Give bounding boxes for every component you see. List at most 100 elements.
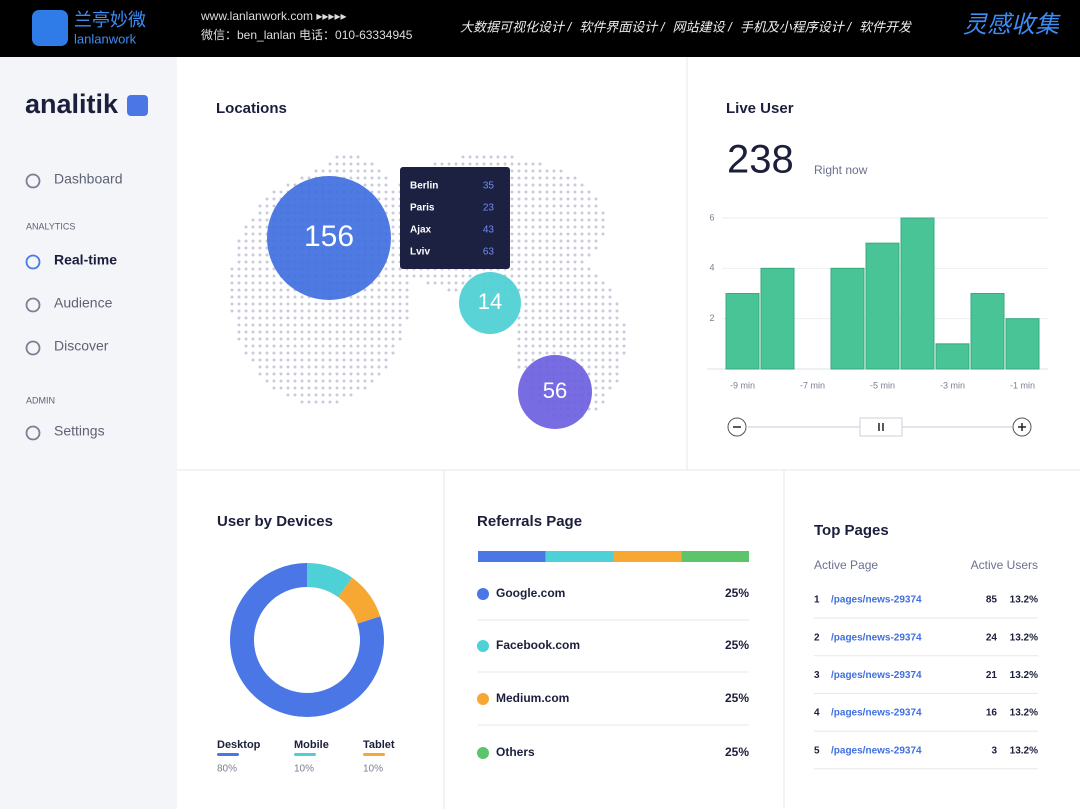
map-dot [258, 330, 262, 334]
map-dot [391, 295, 395, 299]
map-dot [265, 253, 269, 257]
map-dot [265, 372, 269, 376]
map-dot [587, 344, 591, 348]
pause-button[interactable] [859, 417, 903, 437]
map-dot [601, 232, 605, 236]
sidebar [0, 57, 177, 809]
map-dot [587, 288, 591, 292]
nav-item[interactable]: Discover [54, 338, 109, 354]
map-dot [552, 204, 556, 208]
tooltip-value: 43 [483, 225, 495, 236]
legend-label: Mobile [294, 739, 329, 751]
map-dot [391, 260, 395, 264]
map-dot [524, 232, 528, 236]
map-dot [279, 372, 283, 376]
map-dot [244, 281, 248, 285]
map-dot [566, 288, 570, 292]
nav-item[interactable]: Settings [54, 423, 105, 439]
map-dot [293, 330, 297, 334]
map-dot [496, 162, 500, 166]
map-dot [342, 344, 346, 348]
map-dot [559, 183, 563, 187]
map-dot [391, 281, 395, 285]
map-dot [510, 260, 514, 264]
map-dot [580, 204, 584, 208]
map-dot [258, 288, 262, 292]
page-link[interactable]: /pages/news-29374 [831, 708, 922, 719]
map-dot [587, 239, 591, 243]
card-title: Live User [726, 100, 794, 117]
map-dot [538, 253, 542, 257]
map-dot [559, 176, 563, 180]
nav-item[interactable]: Real-time [54, 252, 117, 268]
map-dot [286, 302, 290, 306]
map-dot [251, 358, 255, 362]
map-dot [363, 302, 367, 306]
map-dot [538, 197, 542, 201]
bar [760, 267, 795, 370]
map-dot [587, 204, 591, 208]
nav-item[interactable]: Dashboard [54, 171, 123, 187]
map-dot [608, 288, 612, 292]
map-dot [307, 351, 311, 355]
user-share: 13.2% [1010, 708, 1038, 719]
map-dot [587, 365, 591, 369]
map-dot [524, 351, 528, 355]
map-dot [545, 267, 549, 271]
map-dot [524, 190, 528, 194]
map-dot [510, 197, 514, 201]
map-dot [321, 302, 325, 306]
map-dot [587, 337, 591, 341]
map-dot [524, 274, 528, 278]
map-dot [286, 295, 290, 299]
map-dot [566, 260, 570, 264]
map-dot [559, 260, 563, 264]
page-link[interactable]: /pages/news-29374 [831, 745, 922, 756]
map-dot [538, 204, 542, 208]
map-dot [545, 225, 549, 229]
page-link[interactable]: /pages/news-29374 [831, 632, 922, 643]
legend-swatch [363, 753, 385, 756]
map-dot [279, 337, 283, 341]
map-dot [363, 323, 367, 327]
map-dot [573, 330, 577, 334]
map-dot [377, 197, 381, 201]
map-dot [580, 337, 584, 341]
map-dot [293, 351, 297, 355]
map-dot [524, 309, 528, 313]
map-dot [545, 288, 549, 292]
map-dot [251, 260, 255, 264]
map-dot [251, 288, 255, 292]
map-dot [244, 239, 248, 243]
map-dot [370, 169, 374, 173]
user-count: 85 [986, 595, 998, 606]
map-dot [545, 204, 549, 208]
map-dot [356, 155, 360, 159]
map-dot [286, 309, 290, 313]
map-dot [405, 316, 409, 320]
map-dot [237, 246, 241, 250]
map-dot [468, 162, 472, 166]
map-dot [265, 365, 269, 369]
map-dot [510, 190, 514, 194]
map-dot [412, 274, 416, 278]
nav-item[interactable]: Audience [54, 295, 113, 311]
map-dot [244, 330, 248, 334]
map-dot [545, 211, 549, 215]
map-dot [258, 225, 262, 229]
map-dot [517, 337, 521, 341]
map-dot [300, 379, 304, 383]
map-dot [328, 372, 332, 376]
map-dot [594, 295, 598, 299]
page-link[interactable]: /pages/news-29374 [831, 595, 922, 606]
map-dot [559, 288, 563, 292]
map-dot [293, 386, 297, 390]
y-tick-label: 2 [709, 313, 714, 323]
page-link[interactable]: /pages/news-29374 [831, 670, 922, 681]
map-dot [594, 288, 598, 292]
map-dot [601, 281, 605, 285]
map-dot [391, 204, 395, 208]
map-dot [384, 183, 388, 187]
map-dot [601, 211, 605, 215]
